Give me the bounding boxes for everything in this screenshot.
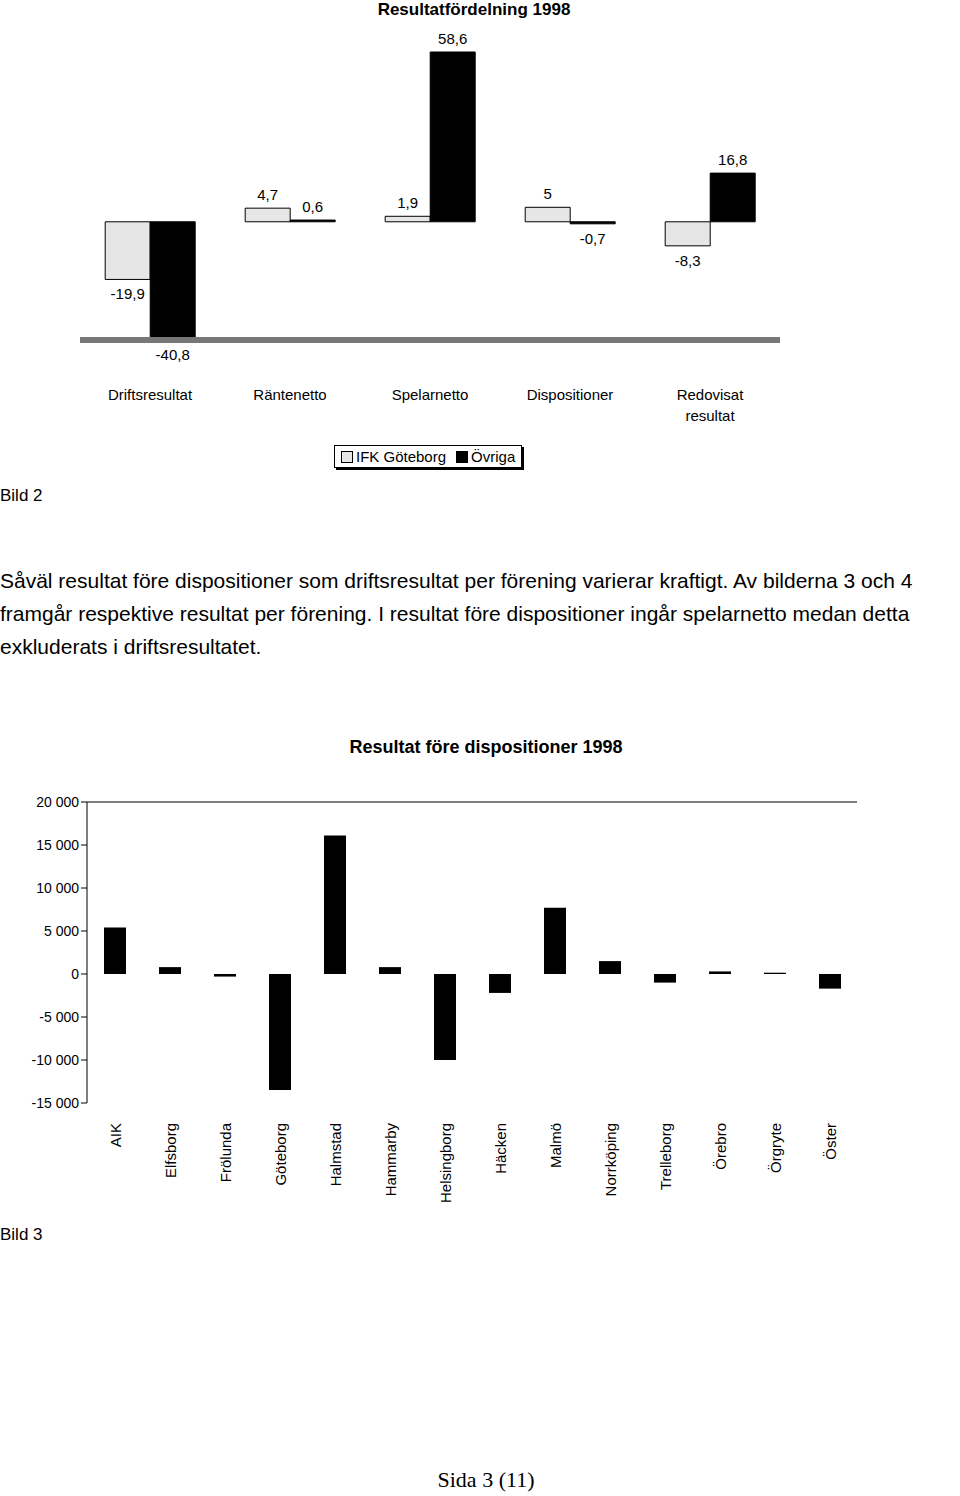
html-text:Resultatfördelning 1998: Resultatfördelning 1998: [377, 0, 571, 19]
svg-text:0,6: 0,6: [302, 198, 323, 215]
svg-text:Redovisatresultat: Redovisatresultat: [677, 386, 745, 424]
svg-text:4,7: 4,7: [257, 186, 278, 203]
svg-text:-8,3: -8,3: [675, 252, 701, 269]
html-text:IFK Göteborg: IFK Göteborg: [356, 448, 446, 465]
html-text:Bild 3: Bild 3: [0, 1225, 43, 1244]
svg-text:15 000: 15 000: [36, 837, 79, 853]
svg-text:-0,7: -0,7: [580, 230, 606, 247]
svg-text:Helsingborg: Helsingborg: [437, 1123, 454, 1203]
svg-text:Halmstad: Halmstad: [327, 1123, 344, 1186]
svg-text:-19,9: -19,9: [111, 285, 145, 302]
svg-text:Örebro: Örebro: [712, 1123, 729, 1170]
svg-text:Dispositioner: Dispositioner: [527, 386, 614, 403]
svg-text:Norrköping: Norrköping: [602, 1123, 619, 1196]
svg-text:Driftsresultat: Driftsresultat: [108, 386, 193, 403]
svg-text:-10 000: -10 000: [32, 1052, 80, 1068]
svg-text:20 000: 20 000: [36, 794, 79, 810]
svg-text:-5 000: -5 000: [39, 1009, 79, 1025]
svg-text:Malmö: Malmö: [547, 1123, 564, 1168]
svg-text:Frölunda: Frölunda: [217, 1122, 234, 1182]
svg-text:Hammarby: Hammarby: [382, 1123, 399, 1197]
svg-text:Räntenetto: Räntenetto: [253, 386, 326, 403]
svg-text:5 000: 5 000: [44, 923, 79, 939]
svg-text:Häcken: Häcken: [492, 1123, 509, 1174]
html-text:Övriga: Övriga: [471, 448, 516, 465]
svg-text:1,9: 1,9: [397, 194, 418, 211]
svg-text:5: 5: [544, 185, 552, 202]
html-text:Bild 2: Bild 2: [0, 486, 43, 505]
svg-text:-40,8: -40,8: [156, 346, 190, 363]
svg-text:0: 0: [71, 966, 79, 982]
svg-text:58,6: 58,6: [438, 30, 467, 47]
svg-text:Trelleborg: Trelleborg: [657, 1123, 674, 1190]
svg-text:Spelarnetto: Spelarnetto: [392, 386, 469, 403]
svg-text:-15 000: -15 000: [32, 1095, 80, 1111]
svg-text:16,8: 16,8: [718, 151, 747, 168]
html-text:Resultat före dispositioner 19: Resultat före dispositioner 1998: [349, 737, 623, 757]
html-text:Sida 3 (11): Sida 3 (11): [437, 1467, 535, 1492]
svg-text:AIK: AIK: [107, 1123, 124, 1147]
html-text:Såväl resultat före dispositio: Såväl resultat före dispositioner som dr…: [0, 569, 913, 658]
svg-text:Örgryte: Örgryte: [767, 1123, 784, 1173]
svg-text:Göteborg: Göteborg: [272, 1123, 289, 1186]
svg-text:10 000: 10 000: [36, 880, 79, 896]
svg-text:Elfsborg: Elfsborg: [162, 1123, 179, 1178]
svg-text:Öster: Öster: [822, 1123, 839, 1160]
